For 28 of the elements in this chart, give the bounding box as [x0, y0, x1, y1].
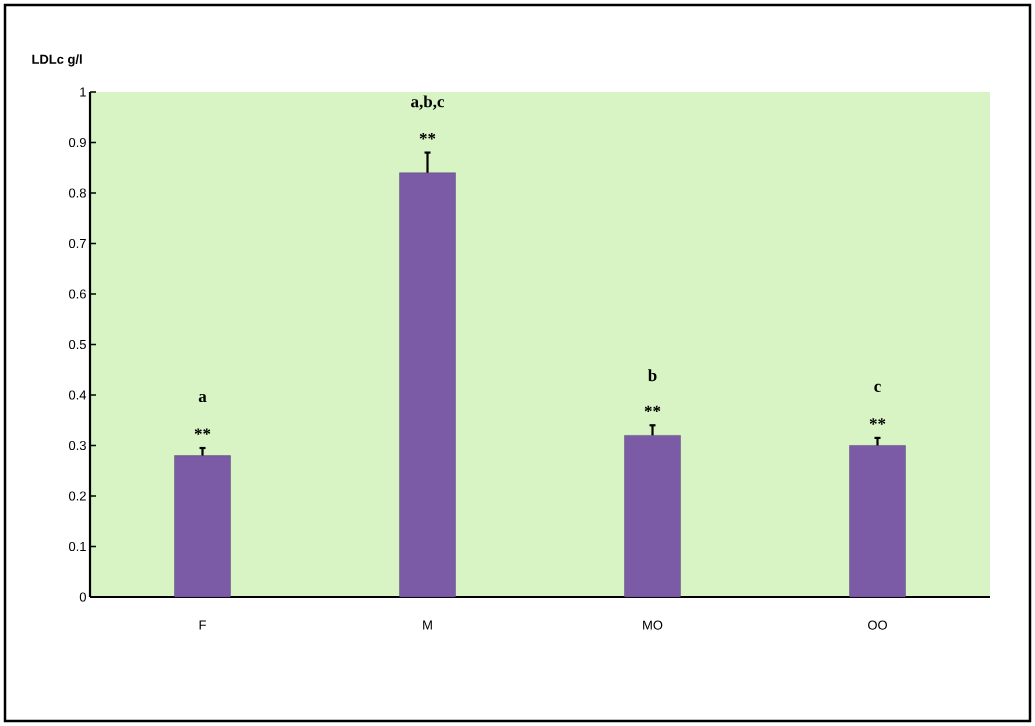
bar	[174, 455, 231, 598]
annotation: b	[648, 369, 657, 382]
annotation: a	[198, 393, 207, 403]
x-tick-label: M	[423, 620, 432, 630]
y-axis-title: LDLc g/l	[32, 54, 82, 67]
bar	[399, 172, 456, 598]
bar	[849, 445, 906, 598]
y-tick-label: 0.3	[68, 440, 86, 451]
y-tick-label: 0.9	[68, 137, 86, 148]
y-tick-label: 0.1	[68, 541, 86, 552]
x-tick-label: MO	[643, 620, 663, 630]
y-tick-label: 1	[80, 87, 86, 97]
y-tick-label: 0.6	[68, 289, 86, 299]
y-tick-label: 0.7	[68, 238, 86, 249]
annotation: **	[869, 418, 886, 425]
bar	[624, 435, 681, 598]
x-tick-label: F	[199, 620, 206, 630]
annotation: **	[644, 405, 661, 413]
x-tick-label: OO	[868, 620, 887, 630]
y-tick-label: 0	[79, 592, 86, 602]
annotation: **	[194, 428, 211, 435]
y-tick-label: 0.4	[68, 390, 87, 400]
y-tick-label: 0.2	[68, 491, 86, 501]
y-tick-label: 0.8	[68, 188, 86, 198]
annotation: a,b,c	[411, 95, 445, 110]
y-tick-label: 0.5	[68, 339, 86, 350]
annotation: **	[419, 133, 436, 140]
annotation: c	[874, 383, 881, 392]
